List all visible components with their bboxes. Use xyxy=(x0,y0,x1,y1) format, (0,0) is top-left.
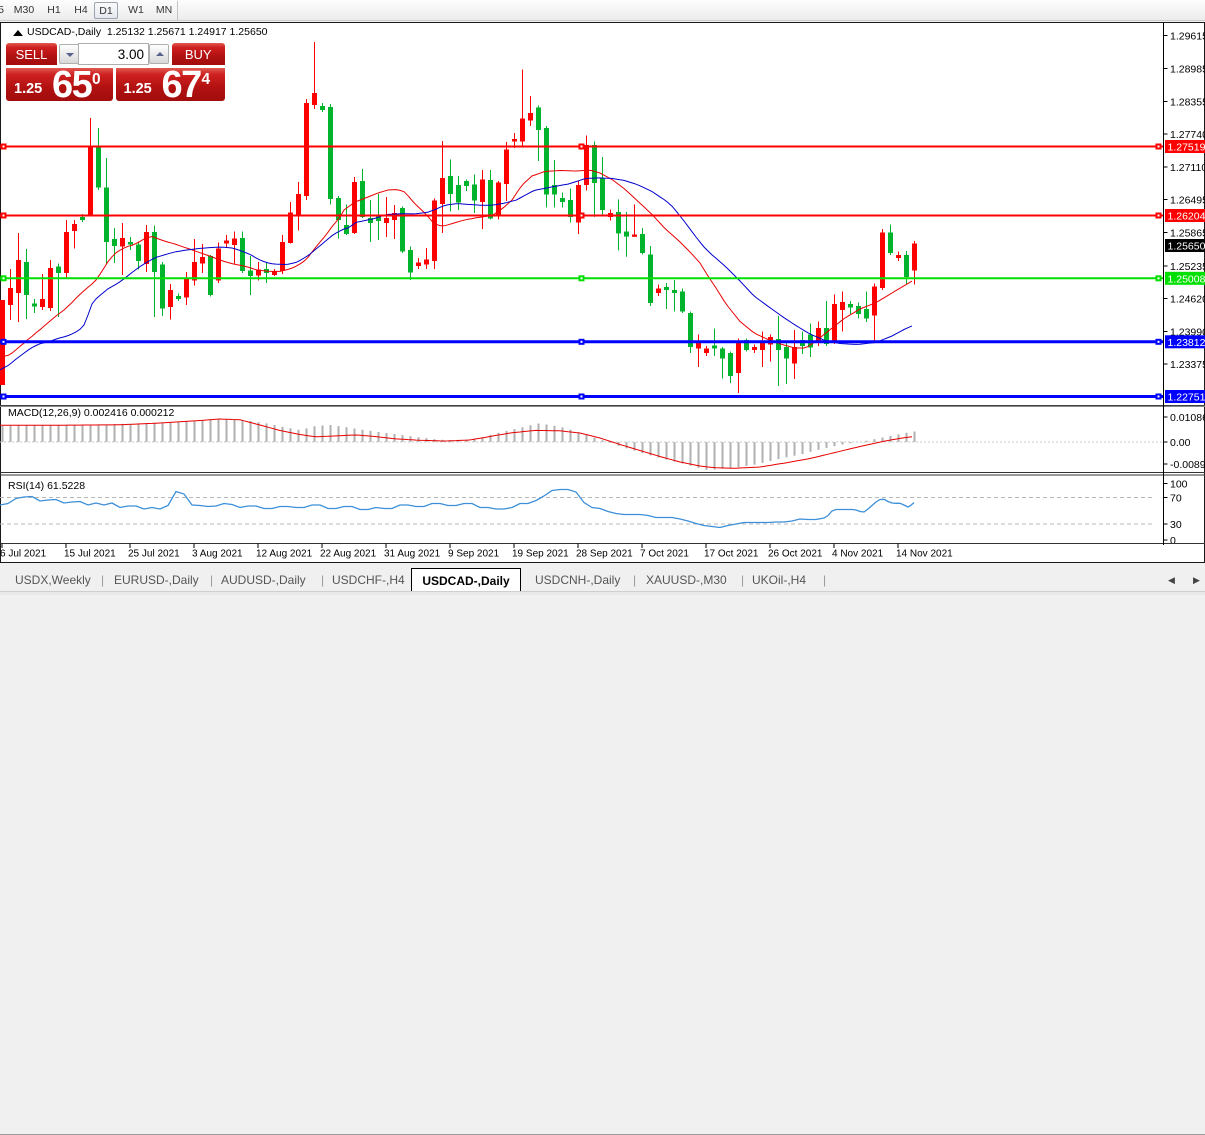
svg-text:9 Sep 2021: 9 Sep 2021 xyxy=(448,549,500,560)
svg-text:MACD(12,26,9) 0.002416 0.00021: MACD(12,26,9) 0.002416 0.000212 xyxy=(8,407,175,419)
svg-text:1.26204: 1.26204 xyxy=(1168,211,1205,223)
svg-text:7 Oct 2021: 7 Oct 2021 xyxy=(640,549,689,560)
svg-text:1.25235: 1.25235 xyxy=(1170,261,1205,273)
svg-text:31 Aug 2021: 31 Aug 2021 xyxy=(384,549,441,560)
svg-text:1.27740: 1.27740 xyxy=(1170,129,1205,141)
svg-text:1.25865: 1.25865 xyxy=(1170,228,1205,240)
svg-text:6 Jul 2021: 6 Jul 2021 xyxy=(0,549,47,560)
svg-text:0.010869: 0.010869 xyxy=(1170,412,1205,424)
svg-text:25 Jul 2021: 25 Jul 2021 xyxy=(128,549,180,560)
svg-text:22 Aug 2021: 22 Aug 2021 xyxy=(320,549,377,560)
svg-text:1.29615: 1.29615 xyxy=(1170,31,1205,43)
svg-text:3 Aug 2021: 3 Aug 2021 xyxy=(192,549,243,560)
svg-text:1.25008: 1.25008 xyxy=(1168,273,1205,285)
svg-text:1.22751: 1.22751 xyxy=(1168,392,1205,404)
svg-text:1.23812: 1.23812 xyxy=(1168,337,1205,349)
svg-text:28 Sep 2021: 28 Sep 2021 xyxy=(576,549,633,560)
svg-text:1.25650: 1.25650 xyxy=(1168,241,1205,253)
svg-text:30: 30 xyxy=(1170,519,1182,531)
svg-text:14 Nov 2021: 14 Nov 2021 xyxy=(896,549,953,560)
svg-text:0.00: 0.00 xyxy=(1170,437,1191,449)
svg-text:17 Oct 2021: 17 Oct 2021 xyxy=(704,549,759,560)
svg-text:1.27519: 1.27519 xyxy=(1168,142,1205,154)
svg-text:1.23375: 1.23375 xyxy=(1170,359,1205,371)
svg-text:RSI(14) 61.5228: RSI(14) 61.5228 xyxy=(8,480,85,492)
svg-text:1.24620: 1.24620 xyxy=(1170,294,1205,306)
svg-text:100: 100 xyxy=(1170,479,1188,491)
svg-text:19 Sep 2021: 19 Sep 2021 xyxy=(512,549,569,560)
svg-text:-0.008974: -0.008974 xyxy=(1170,459,1205,471)
svg-text:1.26495: 1.26495 xyxy=(1170,195,1205,207)
svg-text:1.28985: 1.28985 xyxy=(1170,64,1205,76)
svg-text:15 Jul 2021: 15 Jul 2021 xyxy=(64,549,116,560)
svg-text:1.28355: 1.28355 xyxy=(1170,97,1205,109)
svg-text:26 Oct 2021: 26 Oct 2021 xyxy=(768,549,823,560)
svg-text:1.27110: 1.27110 xyxy=(1170,162,1205,174)
svg-text:12 Aug 2021: 12 Aug 2021 xyxy=(256,549,313,560)
svg-text:70: 70 xyxy=(1170,493,1182,505)
svg-text:4 Nov 2021: 4 Nov 2021 xyxy=(832,549,884,560)
svg-text:0: 0 xyxy=(1170,535,1176,547)
